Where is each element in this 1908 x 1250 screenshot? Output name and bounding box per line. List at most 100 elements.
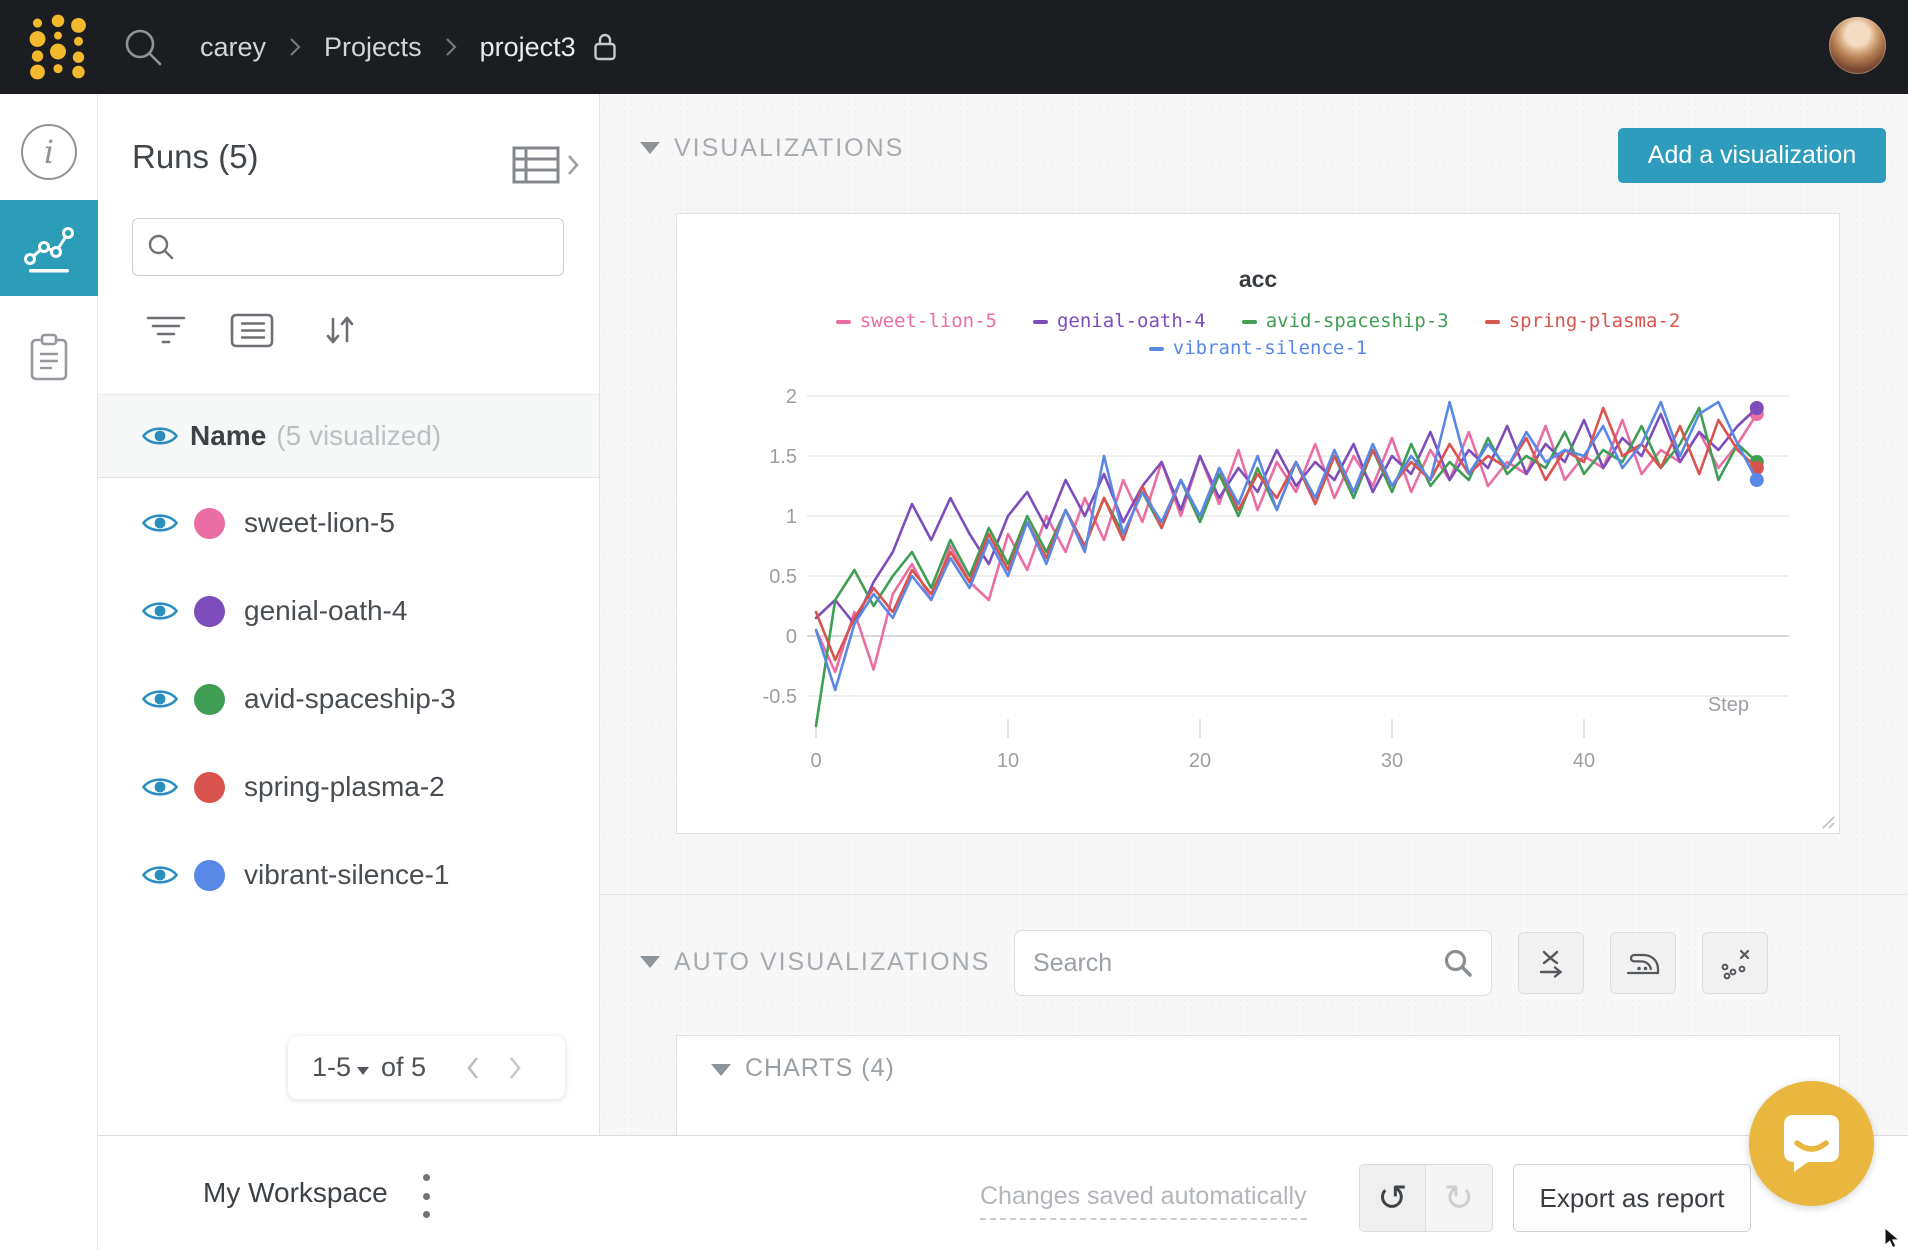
kebab-menu-icon[interactable] <box>416 1174 436 1218</box>
table-columns-icon <box>512 146 560 184</box>
workspace-main: VISUALIZATIONS Add a visualization 2 1.5 1… <box>600 94 1908 1135</box>
charts-section-panel: CHARTS (4) <box>676 1035 1840 1135</box>
svg-text:20: 20 <box>1189 750 1211 772</box>
runs-panel: Runs (5) <box>98 94 600 1135</box>
auto-viz-search-input[interactable] <box>1033 931 1443 995</box>
project-info-button[interactable]: i <box>0 104 98 200</box>
eye-icon[interactable] <box>141 598 179 624</box>
collapse-triangle-icon[interactable] <box>640 142 660 154</box>
run-row[interactable]: sweet-lion-5 <box>98 479 599 567</box>
breadcrumb-user[interactable]: carey <box>200 31 267 62</box>
eye-icon[interactable] <box>141 774 179 800</box>
chevron-right-icon <box>568 155 579 175</box>
run-color-dot <box>194 595 225 627</box>
mouse-cursor <box>1884 1228 1901 1249</box>
notes-tab[interactable] <box>0 310 98 406</box>
run-row[interactable]: spring-plasma-2 <box>98 743 599 831</box>
svg-text:40: 40 <box>1573 750 1595 772</box>
group-runs-button[interactable] <box>224 306 280 354</box>
next-page-button[interactable] <box>508 1056 522 1080</box>
runs-search-input[interactable] <box>187 219 549 275</box>
legend-row-1: sweet-lion-5 genial-oath-4 avid-spaceship-… <box>677 308 1839 335</box>
run-color-dot <box>194 859 225 891</box>
charts-header: CHARTS (4) <box>745 1054 895 1082</box>
export-report-button[interactable]: Export as report <box>1513 1164 1751 1232</box>
acc-chart-panel[interactable]: 2 1.5 1 0.5 0 -0.5 0 10 20 30 40 Step acc sweet-lio… <box>676 213 1840 834</box>
chat-bubble-icon <box>1784 1114 1839 1172</box>
svg-text:30: 30 <box>1381 750 1403 772</box>
workspace-title[interactable]: My Workspace <box>203 1177 388 1208</box>
top-navbar: carey Projects project3 <box>0 0 1908 94</box>
search-icon[interactable] <box>122 26 164 68</box>
save-status: Changes saved automatically <box>980 1182 1307 1220</box>
legend-item[interactable]: vibrant-silence-1 <box>1148 337 1367 359</box>
collapse-triangle-icon[interactable] <box>640 956 660 968</box>
avatar[interactable] <box>1829 17 1886 74</box>
add-visualization-button[interactable]: Add a visualization <box>1618 128 1886 183</box>
filter-runs-button[interactable] <box>138 306 194 354</box>
chart-title: acc <box>1238 266 1278 292</box>
chat-fab[interactable] <box>1749 1081 1874 1206</box>
svg-text:10: 10 <box>997 750 1019 772</box>
search-icon <box>1444 949 1472 977</box>
run-name[interactable]: spring-plasma-2 <box>244 771 445 802</box>
run-name[interactable]: vibrant-silence-1 <box>244 859 450 890</box>
runs-search-box <box>132 218 564 276</box>
run-name[interactable]: avid-spaceship-3 <box>244 683 456 714</box>
breadcrumb: carey Projects project3 <box>200 0 618 94</box>
legend-item[interactable]: spring-plasma-2 <box>1484 310 1680 332</box>
run-color-dot <box>194 683 225 715</box>
run-color-dot <box>194 771 225 803</box>
runs-header-row[interactable]: Name (5 visualized) <box>98 394 599 478</box>
outliers-button[interactable] <box>1702 932 1768 994</box>
x-axis-settings-button[interactable] <box>1518 932 1584 994</box>
previous-page-button[interactable] <box>466 1056 480 1080</box>
redo-button[interactable]: ↻ <box>1426 1165 1492 1231</box>
eye-icon[interactable] <box>141 686 179 712</box>
pagination-range[interactable]: 1-5 <box>312 1052 352 1082</box>
eye-icon[interactable] <box>141 423 179 449</box>
run-row[interactable]: avid-spaceship-3 <box>98 655 599 743</box>
open-runs-table-button[interactable] <box>512 146 579 184</box>
run-row[interactable]: vibrant-silence-1 <box>98 831 599 919</box>
resize-handle-icon[interactable] <box>1821 815 1835 829</box>
auto-visualizations-header: AUTO VISUALIZATIONS <box>674 948 991 976</box>
legend-row-2: vibrant-silence-1 <box>677 335 1839 362</box>
legend-item[interactable]: avid-spaceship-3 <box>1241 310 1449 332</box>
pagination-total: of 5 <box>381 1052 427 1082</box>
section-divider <box>600 894 1908 895</box>
wandb-logo-icon[interactable] <box>26 14 90 80</box>
runs-toolbar <box>98 306 599 358</box>
svg-text:1.5: 1.5 <box>769 446 797 468</box>
runs-header-suffix: (5 visualized) <box>276 420 442 451</box>
breadcrumb-section[interactable]: Projects <box>324 31 422 62</box>
legend-item[interactable]: sweet-lion-5 <box>835 310 997 332</box>
smoothing-button[interactable] <box>1610 932 1676 994</box>
run-name[interactable]: genial-oath-4 <box>244 595 408 626</box>
svg-text:1: 1 <box>786 506 797 528</box>
collapse-triangle-icon[interactable] <box>711 1064 731 1076</box>
line-chart-icon <box>24 227 74 273</box>
legend-item[interactable]: genial-oath-4 <box>1032 310 1206 332</box>
outliers-scatter-icon <box>1721 949 1750 980</box>
undo-redo-group: ↺ ↻ <box>1359 1164 1493 1232</box>
run-name[interactable]: sweet-lion-5 <box>244 507 395 538</box>
visualizations-header: VISUALIZATIONS <box>674 134 905 162</box>
undo-button[interactable]: ↺ <box>1360 1165 1426 1231</box>
workspace-charts-tab[interactable] <box>0 200 98 296</box>
search-icon <box>148 234 174 260</box>
sort-runs-button[interactable] <box>312 306 368 354</box>
run-color-dot <box>194 507 225 539</box>
svg-text:0: 0 <box>786 626 797 648</box>
chart-legend: sweet-lion-5 genial-oath-4 avid-spaceship-… <box>677 308 1839 362</box>
eye-icon[interactable] <box>141 510 179 536</box>
run-row[interactable]: genial-oath-4 <box>98 567 599 655</box>
svg-text:-0.5: -0.5 <box>763 686 797 708</box>
svg-text:2: 2 <box>786 386 797 408</box>
eye-icon[interactable] <box>141 862 179 888</box>
chevron-right-icon <box>445 38 457 56</box>
sort-icon <box>326 316 354 344</box>
chevron-right-icon <box>290 38 301 56</box>
breadcrumb-project[interactable]: project3 <box>479 31 576 62</box>
chevron-down-icon[interactable] <box>357 1066 370 1075</box>
